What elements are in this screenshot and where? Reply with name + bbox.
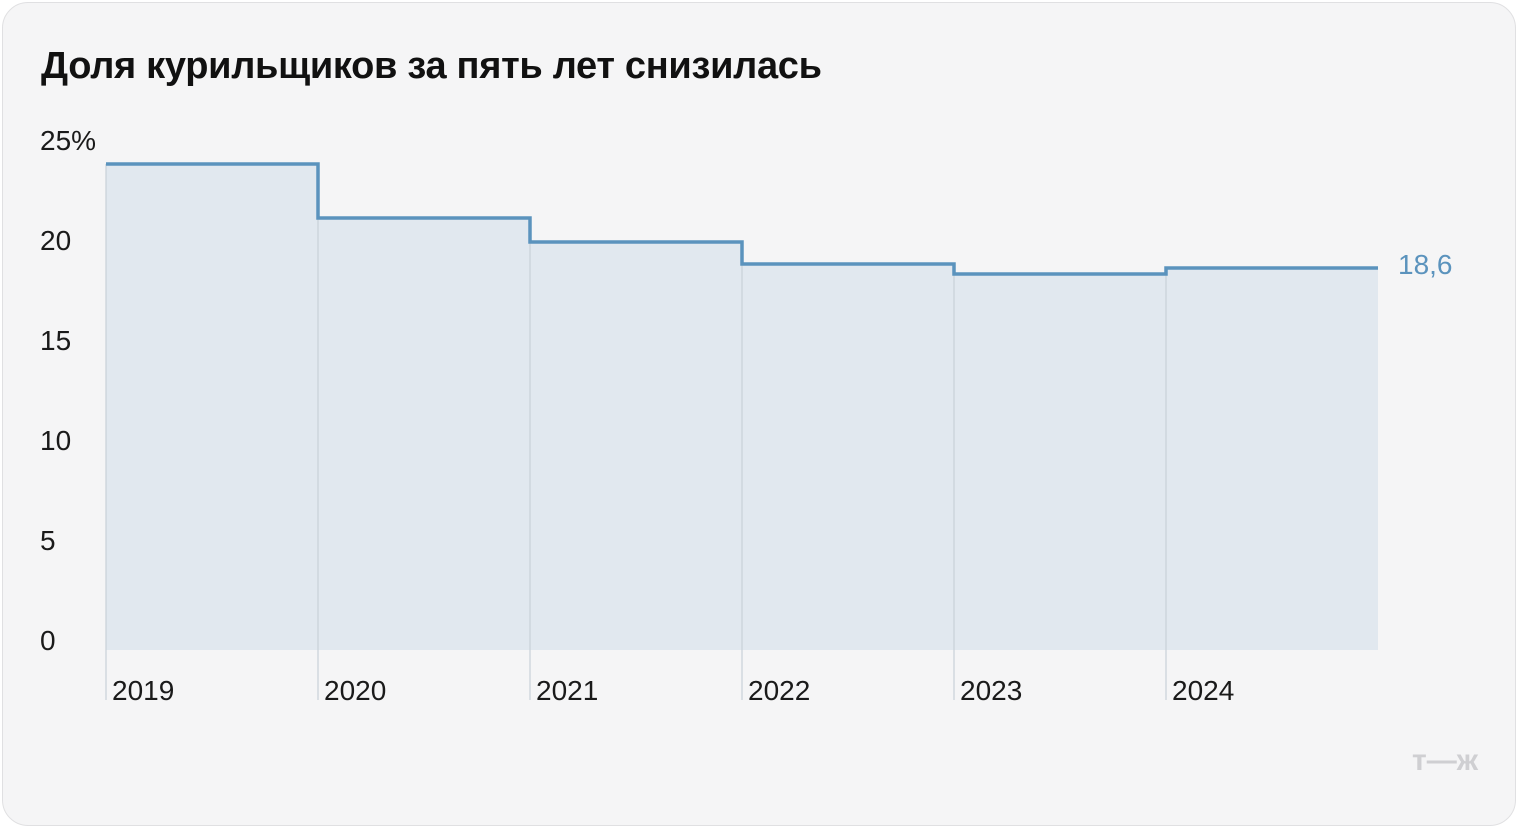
area-segment-2022 [742,264,954,650]
y-tick-0: 0 [40,625,56,656]
y-tick-15: 15 [40,325,71,356]
year-dividers [105,164,1167,700]
x-axis-ticks: 2019 2020 2021 2022 2023 2024 [112,675,1234,706]
y-tick-10: 10 [40,425,71,456]
area-segment-2021 [530,242,742,650]
y-tick-20: 20 [40,225,71,256]
x-tick-2023: 2023 [960,675,1022,706]
y-tick-25: 25% [40,125,96,156]
area-segment-2023 [954,274,1166,650]
y-axis-ticks: 0 5 10 15 20 25% [40,125,96,656]
series-line [106,162,1378,276]
y-tick-5: 5 [40,525,56,556]
area-segment-2019 [106,164,318,650]
x-tick-2024: 2024 [1172,675,1234,706]
area-segment-2020 [318,218,530,650]
x-tick-2019: 2019 [112,675,174,706]
x-tick-2022: 2022 [748,675,810,706]
x-tick-2020: 2020 [324,675,386,706]
chart-title: Доля курильщиков за пять лет снизилась [41,45,822,87]
series-line-layer [106,162,1378,276]
area-layer [106,164,1378,650]
tzh-logo: т—ж [1412,744,1479,777]
area-segment-2024 [1166,268,1378,650]
x-tick-2021: 2021 [536,675,598,706]
last-value-label: 18,6 [1398,249,1453,280]
